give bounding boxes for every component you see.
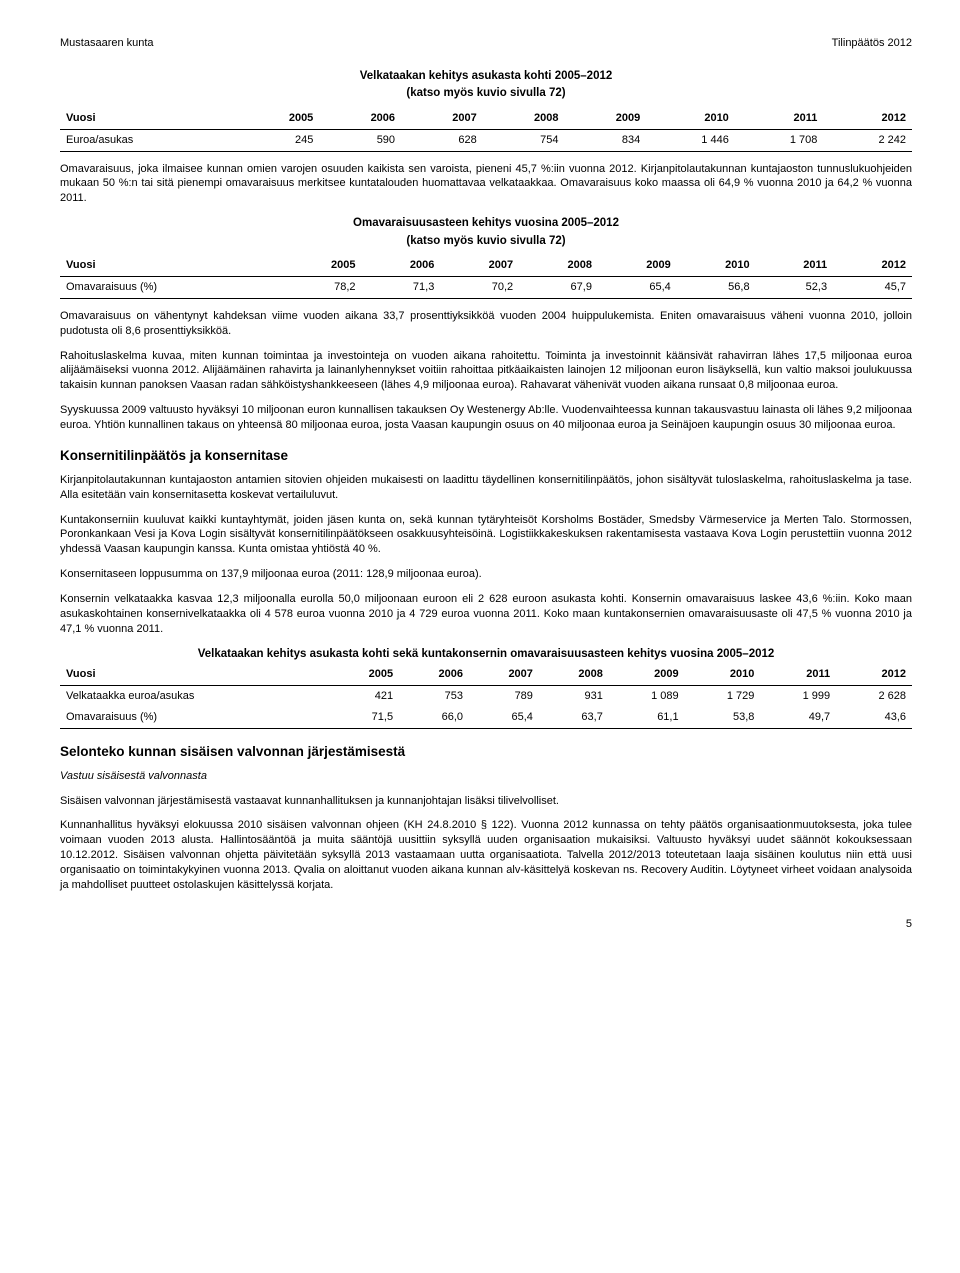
t1-c3: 2007 [401,108,483,129]
para-6: Kuntakonserniin kuuluvat kaikki kuntayht… [60,513,912,558]
table2-subtitle: (katso myös kuvio sivulla 72) [60,234,912,250]
para-4: Syyskuussa 2009 valtuusto hyväksyi 10 mi… [60,403,912,433]
para-7: Konsernitaseen loppusumma on 137,9 miljo… [60,567,912,582]
t2-r4: 67,9 [519,276,598,298]
para-5: Kirjanpitolautakunnan kuntajaoston antam… [60,473,912,503]
t2-c0: Vuosi [60,255,283,276]
t3-r2-3: 65,4 [469,707,539,728]
t3-c4: 2008 [539,664,609,685]
t2-c7: 2011 [756,255,834,276]
para-9: Vastuu sisäisestä valvonnasta [60,769,912,784]
t1-c4: 2008 [483,108,565,129]
para-3: Rahoituslaskelma kuvaa, miten kunnan toi… [60,349,912,394]
t1-r6: 1 446 [646,129,735,151]
t2-r1: 78,2 [283,276,362,298]
t2-r0: Omavaraisuus (%) [60,276,283,298]
t1-c0: Vuosi [60,108,238,129]
t2-r8: 45,7 [833,276,912,298]
t1-c7: 2011 [735,108,824,129]
t1-c1: 2005 [238,108,320,129]
t3-c8: 2012 [836,664,912,685]
t1-c2: 2006 [319,108,401,129]
t1-r8: 2 242 [823,129,912,151]
t2-r6: 56,8 [677,276,756,298]
t3-r1-6: 1 729 [685,685,761,706]
table3: Vuosi 2005 2006 2007 2008 2009 2010 2011… [60,664,912,729]
t3-c5: 2009 [609,664,685,685]
heading-selonteko: Selonteko kunnan sisäisen valvonnan järj… [60,743,912,761]
t2-c3: 2007 [440,255,519,276]
t2-c6: 2010 [677,255,756,276]
page-number: 5 [60,917,912,932]
t3-c7: 2011 [760,664,836,685]
t3-c3: 2007 [469,664,539,685]
t1-r3: 628 [401,129,483,151]
t1-r2: 590 [319,129,401,151]
header-left: Mustasaaren kunta [60,36,154,51]
para-2: Omavaraisuus on vähentynyt kahdeksan vii… [60,309,912,339]
para-10: Sisäisen valvonnan järjestämisestä vasta… [60,794,912,809]
t3-c0: Vuosi [60,664,329,685]
t1-r4: 754 [483,129,565,151]
t3-r2-2: 66,0 [399,707,469,728]
t3-r1-0: Velkataakka euroa/asukas [60,685,329,706]
t1-c8: 2012 [823,108,912,129]
para-8: Konsernin velkataakka kasvaa 12,3 miljoo… [60,592,912,637]
t2-c5: 2009 [598,255,677,276]
t2-r5: 65,4 [598,276,677,298]
t3-r2-5: 61,1 [609,707,685,728]
table2: Vuosi 2005 2006 2007 2008 2009 2010 2011… [60,255,912,299]
t3-c1: 2005 [329,664,399,685]
t3-c2: 2006 [399,664,469,685]
page-header: Mustasaaren kunta Tilinpäätös 2012 [60,36,912,51]
table2-title: Omavaraisuusasteen kehitys vuosina 2005–… [60,216,912,232]
t3-r2-1: 71,5 [329,707,399,728]
t2-c1: 2005 [283,255,362,276]
para-1: Omavaraisuus, joka ilmaisee kunnan omien… [60,162,912,207]
t2-c2: 2006 [362,255,441,276]
t1-c6: 2010 [646,108,735,129]
t3-r2-8: 43,6 [836,707,912,728]
para-11: Kunnanhallitus hyväksyi elokuussa 2010 s… [60,818,912,892]
t2-c8: 2012 [833,255,912,276]
t2-r3: 70,2 [440,276,519,298]
t2-r2: 71,3 [362,276,441,298]
t3-r2-0: Omavaraisuus (%) [60,707,329,728]
t3-r2-4: 63,7 [539,707,609,728]
table1-title: Velkataakan kehitys asukasta kohti 2005–… [60,69,912,85]
t1-r1: 245 [238,129,320,151]
t3-r2-6: 53,8 [685,707,761,728]
t3-r1-2: 753 [399,685,469,706]
t3-r1-4: 931 [539,685,609,706]
t1-c5: 2009 [565,108,647,129]
t3-r1-8: 2 628 [836,685,912,706]
t1-r7: 1 708 [735,129,824,151]
heading-konserni: Konsernitilinpäätös ja konsernitase [60,447,912,465]
t3-r1-1: 421 [329,685,399,706]
t2-r7: 52,3 [756,276,834,298]
t3-r1-3: 789 [469,685,539,706]
table1: Vuosi 2005 2006 2007 2008 2009 2010 2011… [60,108,912,152]
header-right: Tilinpäätös 2012 [832,36,912,51]
t1-r0: Euroa/asukas [60,129,238,151]
t3-c6: 2010 [685,664,761,685]
t1-r5: 834 [565,129,647,151]
t3-r2-7: 49,7 [760,707,836,728]
table3-title: Velkataakan kehitys asukasta kohti sekä … [60,647,912,663]
t3-r1-7: 1 999 [760,685,836,706]
t3-r1-5: 1 089 [609,685,685,706]
t2-c4: 2008 [519,255,598,276]
table1-subtitle: (katso myös kuvio sivulla 72) [60,86,912,102]
